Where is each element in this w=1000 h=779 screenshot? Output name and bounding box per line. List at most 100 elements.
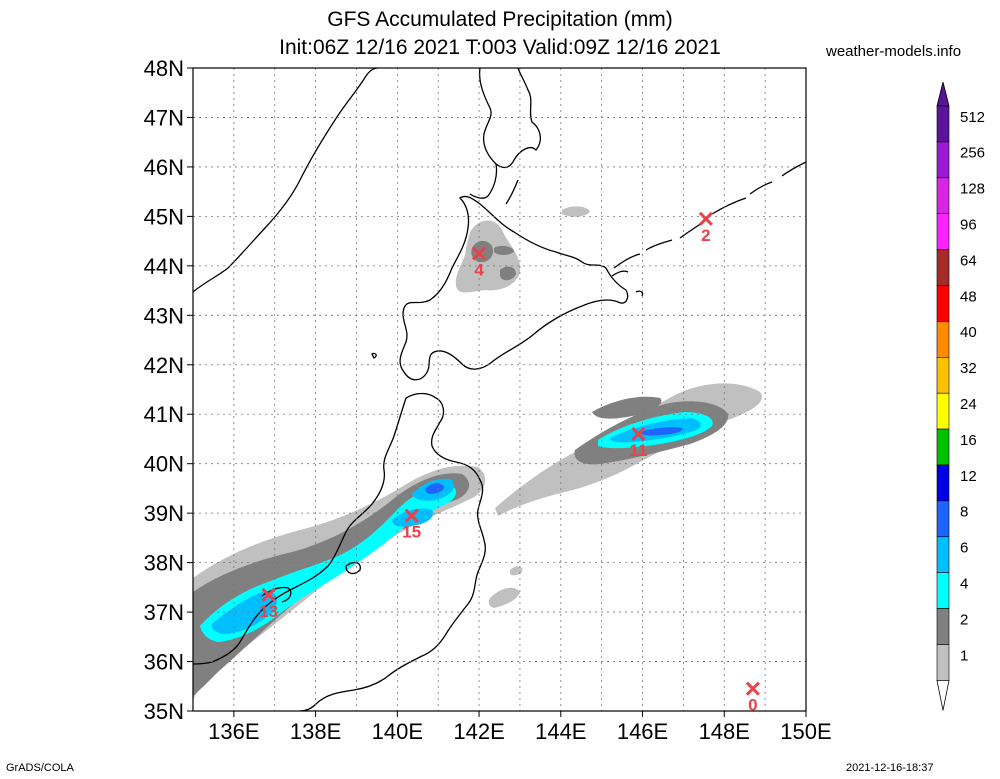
lat-label: 42N: [144, 353, 184, 378]
map-title: GFS Accumulated Precipitation (mm): [327, 8, 673, 31]
colorbar-level-label: 96: [960, 216, 977, 233]
lat-label: 38N: [144, 551, 184, 576]
lon-label: 138E: [290, 719, 341, 744]
map-subtitle: Init:06Z 12/16 2021 T:003 Valid:09Z 12/1…: [279, 36, 721, 59]
precip-area-offshore: [488, 587, 520, 608]
coastline-honshu-west: [193, 397, 407, 665]
colorbar-swatch: [936, 608, 950, 645]
colorbar-level-label: 128: [960, 181, 985, 198]
station-marker: 11: [629, 426, 647, 460]
colorbar-level-label: 6: [960, 540, 968, 557]
station-cross-icon: [698, 211, 713, 226]
lat-label: 47N: [144, 105, 184, 130]
precip-area-2mm-pacific-b: [592, 396, 662, 419]
station-cross-icon: [261, 587, 276, 602]
coastline-mainland: [193, 68, 379, 293]
colorbar-swatch: [936, 644, 950, 681]
station-value: 0: [748, 696, 757, 715]
station-marker: 4: [472, 246, 487, 279]
station-marker: 15: [402, 508, 421, 542]
colorbar-swatch: [936, 177, 950, 215]
colorbar-level-label: 1: [960, 647, 968, 664]
lat-label: 46N: [144, 155, 184, 180]
coastline-noto: [261, 586, 292, 603]
coastline-sakhalin: [478, 68, 542, 169]
colorbar-level-label: 48: [960, 288, 977, 305]
lon-label: 144E: [535, 719, 586, 744]
lon-label: 136E: [208, 719, 259, 744]
colorbar-bottom-arrow: [936, 680, 950, 711]
generation-timestamp: 2021-12-16-18:37: [846, 762, 934, 774]
colorbar-level-label: 16: [960, 432, 977, 449]
lon-label: 140E: [372, 719, 423, 744]
coastline-oki-island: [371, 352, 377, 359]
precip-area-kuril: [562, 206, 590, 217]
station-markers: 4 2 11 15 13 0: [259, 211, 760, 715]
colorbar-level-label: 512: [960, 109, 985, 126]
colorbar-level-label: 12: [960, 468, 977, 485]
lat-label: 37N: [144, 600, 184, 625]
colorbar-swatch: [936, 428, 950, 466]
coastline-sakhalin-south: [469, 163, 519, 205]
coastline-honshu: [299, 392, 486, 711]
colorbar-level-label: 256: [960, 145, 985, 162]
precip-area-8mm-pacific: [640, 427, 683, 436]
colorbar-swatch: [936, 464, 950, 502]
colorbar-level-label: 40: [960, 324, 977, 341]
lat-label: 45N: [144, 204, 184, 229]
colorbar-level-label: 4: [960, 575, 968, 592]
precip-area-8mm: [425, 483, 444, 494]
lat-label: 36N: [144, 650, 184, 675]
map-frame: [192, 67, 807, 712]
lon-label: 142E: [453, 719, 504, 744]
lat-label: 40N: [144, 452, 184, 477]
site-credit: weather-models.info: [826, 43, 962, 60]
colorbar-swatch: [936, 321, 950, 358]
colorbar-level-label: 8: [960, 504, 968, 521]
colorbar-swatch: [936, 249, 950, 286]
lat-label: 35N: [144, 699, 184, 724]
colorbar-level-label: 32: [960, 360, 977, 377]
colorbar-swatch: [936, 356, 950, 394]
software-credit: GrADS/COLA: [6, 762, 74, 774]
coastline-sado: [345, 561, 361, 575]
precip-area-hokkaido-2mm-c: [494, 245, 514, 255]
precip-area-6mm: [211, 591, 277, 634]
colorbar-swatch: [936, 213, 950, 250]
station-cross-icon: [631, 426, 646, 442]
precip-area-hokkaido-2mm-b: [500, 266, 516, 281]
lat-label: 43N: [144, 303, 184, 328]
station-cross-icon: [472, 246, 487, 261]
lat-label: 44N: [144, 254, 184, 279]
station-value: 11: [629, 441, 647, 460]
colorbar-level-label: 2: [960, 611, 968, 628]
station-value: 4: [474, 260, 484, 279]
lat-label: 39N: [144, 501, 184, 526]
longitude-labels: 136E 138E 140E 142E 144E 146E 148E 150E: [208, 711, 832, 744]
colorbar-swatch: [936, 500, 950, 538]
colorbar-swatch: [936, 536, 950, 573]
colorbar-swatch: [936, 105, 950, 143]
lat-label: 48N: [144, 56, 184, 81]
colorbar-swatch: [936, 141, 950, 179]
station-marker: 13: [259, 587, 278, 621]
lon-label: 146E: [617, 719, 668, 744]
colorbar-swatch: [936, 392, 950, 430]
station-cross-icon: [745, 681, 760, 696]
station-value: 15: [402, 523, 421, 542]
station-cross-icon: [404, 508, 419, 523]
station-marker: 2: [698, 211, 713, 245]
colorbar-level-label: 24: [960, 396, 977, 413]
latitude-labels: 48N 47N 46N 45N 44N 43N 42N 41N 40N 39N 38N 37N 36N 3…: [144, 56, 193, 724]
precipitation-fields: [193, 206, 762, 700]
station-marker: 0: [745, 681, 760, 715]
graticule: [193, 68, 806, 711]
station-value: 2: [701, 226, 710, 245]
precip-area-offshore-b: [510, 566, 523, 576]
coastline-hokkaido: [399, 195, 629, 381]
station-value: 13: [259, 602, 278, 621]
colorbar-swatch: [936, 572, 950, 609]
colorbar-top-arrow: [936, 81, 950, 107]
